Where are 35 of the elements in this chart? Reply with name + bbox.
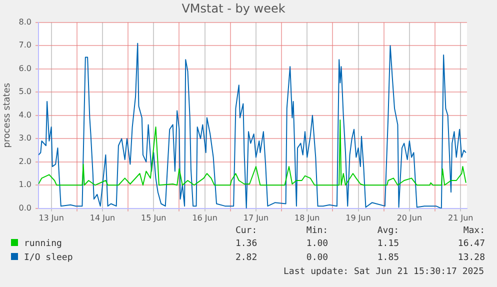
x-tick-label: 19 Jun [346,213,371,222]
y-tick-label: 1.0 [18,180,32,190]
x-tick-label: 21 Jun [448,213,474,222]
x-tick-label: 17 Jun [243,213,269,222]
y-tick-label: 7.0 [18,40,32,50]
text: Avg: [376,225,400,237]
y-tick-label: 3.0 [18,134,32,143]
y-tick-label: 6.0 [18,64,32,73]
x-tick-label: 15 Jun [141,213,166,222]
chart-title: VMstat - by week [182,1,286,16]
text: 0.00 [305,252,328,265]
y-tick-label: 0.0 [18,203,32,212]
x-tick-label: 20 Jun [396,213,422,222]
y-tick-label: 4.0 [18,110,32,120]
text: 2.82 [234,252,258,265]
x-tick-label: 13 Jun [38,213,64,222]
x-tick-label: 14 Jun [90,213,116,222]
text: 1.00 [305,238,328,251]
text: 1.36 [234,238,258,251]
legend-label: I/O sleep [23,252,74,265]
y-axis-title: process states [2,82,13,148]
text: 1.15 [376,238,400,251]
text: 13.28 [456,252,485,265]
y-tick-label: 8.0 [18,17,32,26]
y-tick-label: 5.0 [18,87,32,96]
text: Min: [305,225,328,237]
x-tick-label: 16 Jun [192,213,218,222]
text: 1.85 [376,252,400,265]
text: Cur: [234,225,258,237]
text: 16.47 [456,238,485,251]
legend-label: running [23,238,63,251]
y-tick-label: 2.0 [18,156,32,166]
text: Last update: Sat Jun 21 15:30:17 2025 [282,266,485,279]
text: Max: [462,225,485,237]
x-tick-label: 18 Jun [294,213,320,222]
